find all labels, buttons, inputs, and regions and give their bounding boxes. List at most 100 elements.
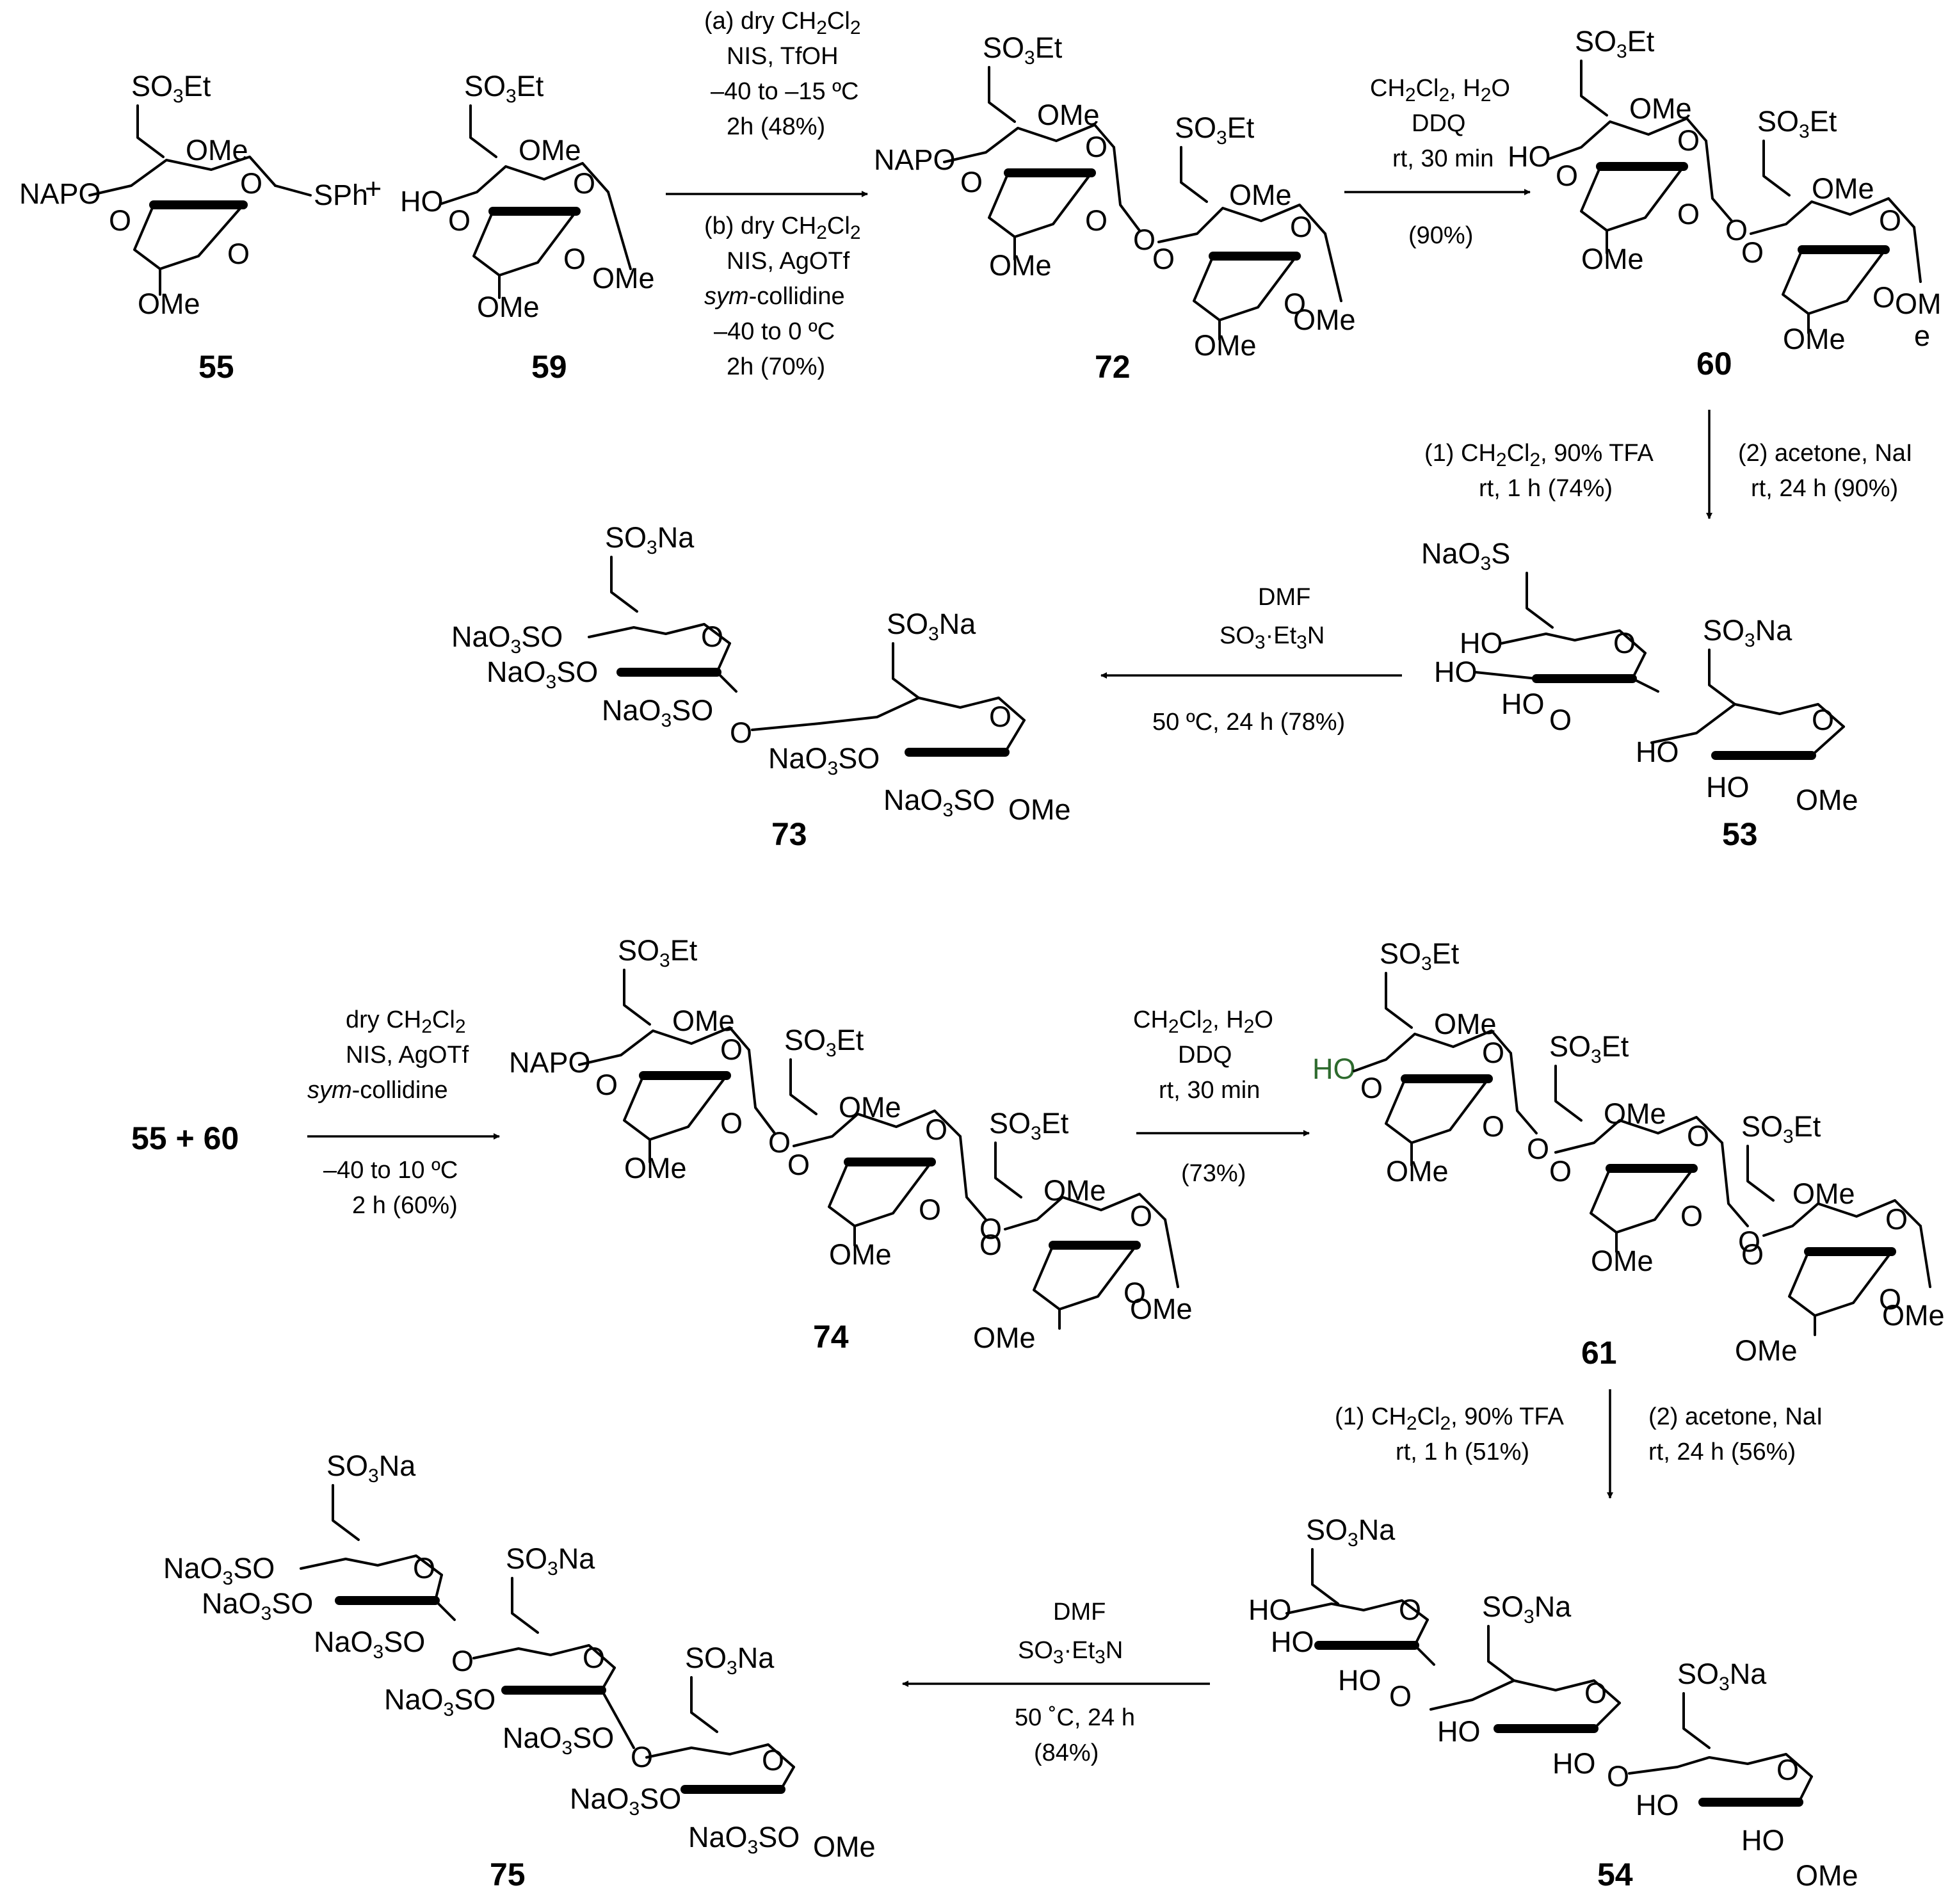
svg-text:OMe: OMe	[989, 249, 1052, 282]
svg-text:HO: HO	[1636, 1789, 1679, 1821]
svg-text:NaO3SO: NaO3SO	[883, 784, 995, 821]
label-75: 75	[490, 1857, 526, 1892]
svg-text:OMe: OMe	[592, 262, 655, 294]
svg-text:(73%): (73%)	[1181, 1160, 1246, 1187]
svg-text:O: O	[1085, 204, 1107, 237]
svg-text:OMe: OMe	[1735, 1334, 1798, 1367]
svg-text:OMe: OMe	[973, 1321, 1036, 1354]
svg-text:SO3Et: SO3Et	[1549, 1030, 1629, 1067]
svg-text:OMe: OMe	[1812, 172, 1874, 205]
svg-text:O: O	[563, 243, 586, 275]
svg-text:NaO3SO: NaO3SO	[451, 620, 563, 658]
svg-text:O: O	[595, 1069, 618, 1101]
svg-text:O: O	[1741, 236, 1764, 269]
svg-text:(b) dry CH2Cl2: (b) dry CH2Cl2	[704, 213, 861, 243]
svg-text:O: O	[768, 1126, 791, 1159]
svg-text:O: O	[701, 620, 723, 653]
svg-text:O: O	[1885, 1203, 1908, 1236]
svg-text:O: O	[1879, 1283, 1901, 1316]
svg-text:SO3Et: SO3Et	[983, 31, 1063, 69]
step-glycosylation-1: (a) dry CH2Cl2 NIS, TfOH –40 to –15 ºC 2…	[666, 8, 868, 380]
svg-text:NaO3SO: NaO3SO	[384, 1683, 495, 1720]
svg-text:O: O	[960, 166, 983, 198]
svg-text:(2) acetone, NaI: (2) acetone, NaI	[1738, 440, 1912, 467]
svg-text:O: O	[1776, 1754, 1799, 1786]
svg-text:O: O	[1677, 198, 1700, 230]
svg-text:HO: HO	[1248, 1593, 1292, 1626]
svg-text:NaO3S: NaO3S	[1421, 537, 1510, 574]
svg-text:CH2Cl2, H2O: CH2Cl2, H2O	[1370, 75, 1510, 106]
svg-text:HO: HO	[1271, 1626, 1314, 1658]
svg-text:SO3Et: SO3Et	[464, 70, 544, 107]
svg-text:SO3Et: SO3Et	[784, 1024, 864, 1061]
svg-text:O: O	[573, 167, 595, 200]
svg-text:e: e	[1914, 319, 1930, 352]
svg-text:NAPO: NAPO	[874, 143, 956, 176]
svg-text:50 ˚C, 24 h: 50 ˚C, 24 h	[1015, 1704, 1135, 1731]
svg-text:NaO3SO: NaO3SO	[487, 656, 598, 693]
svg-text:HO: HO	[1741, 1824, 1785, 1857]
svg-text:O: O	[1482, 1037, 1504, 1069]
svg-text:HO: HO	[1437, 1715, 1481, 1748]
step-glycosylation-2: dry CH2Cl2 NIS, AgOTf sym-collidine –40 …	[307, 1006, 500, 1219]
svg-text:SO3Et: SO3Et	[618, 934, 698, 971]
compound-60: SO3Et OMe HO O O O OMe O SO3Et OMe O O O…	[1508, 25, 1942, 382]
svg-text:HO: HO	[1508, 140, 1551, 173]
svg-text:O: O	[720, 1033, 743, 1066]
svg-text:O: O	[1872, 281, 1895, 314]
svg-text:O: O	[1741, 1238, 1764, 1271]
compound-59: SO3Et OMe HO O O O OMe OMe 59	[400, 70, 655, 385]
svg-text:DDQ: DDQ	[1412, 110, 1465, 137]
svg-text:OMe: OMe	[624, 1152, 687, 1184]
svg-text:OMe: OMe	[1130, 1293, 1193, 1325]
svg-text:2 h (60%): 2 h (60%)	[352, 1192, 458, 1219]
svg-text:2h (70%): 2h (70%)	[727, 353, 825, 380]
svg-text:NAPO: NAPO	[509, 1046, 591, 1079]
svg-text:O: O	[451, 1645, 474, 1677]
svg-text:NIS, TfOH: NIS, TfOH	[727, 43, 839, 70]
svg-text:OMe: OMe	[1229, 179, 1292, 211]
label-59: 59	[531, 349, 567, 385]
svg-text:O: O	[1123, 1277, 1146, 1309]
svg-text:O: O	[979, 1213, 1002, 1245]
svg-text:O: O	[1085, 131, 1107, 163]
svg-text:CH2Cl2, H2O: CH2Cl2, H2O	[1133, 1006, 1273, 1037]
svg-text:SO3Na: SO3Na	[605, 521, 695, 558]
svg-text:HO: HO	[1706, 771, 1750, 803]
svg-text:O: O	[1556, 159, 1578, 192]
svg-text:SO3Et: SO3Et	[1380, 937, 1460, 974]
svg-text:O: O	[1613, 627, 1636, 659]
svg-text:(a) dry CH2Cl2: (a) dry CH2Cl2	[704, 8, 861, 38]
svg-text:NIS, AgOTf: NIS, AgOTf	[346, 1042, 469, 1069]
step-ddq-1: CH2Cl2, H2O DDQ rt, 30 min (90%)	[1344, 75, 1531, 249]
svg-text:O: O	[1677, 124, 1700, 157]
svg-text:SO3·Et3N: SO3·Et3N	[1018, 1637, 1123, 1668]
label-73: 73	[771, 816, 807, 852]
step-deprotection-1: (1) CH2Cl2, 90% TFA rt, 1 h (74%) (2) ac…	[1424, 410, 1912, 519]
svg-text:O: O	[1360, 1072, 1383, 1104]
svg-text:sym-collidine: sym-collidine	[704, 283, 845, 310]
svg-text:O: O	[1399, 1593, 1421, 1626]
svg-text:O: O	[109, 204, 131, 237]
svg-text:OMe: OMe	[1386, 1155, 1449, 1188]
svg-text:O: O	[1389, 1680, 1412, 1713]
svg-text:SO3Et: SO3Et	[1575, 25, 1655, 62]
svg-text:O: O	[1130, 1200, 1152, 1232]
svg-text:(1) CH2Cl2, 90% TFA: (1) CH2Cl2, 90% TFA	[1335, 1403, 1565, 1434]
plus-sign: +	[365, 172, 382, 205]
ho-label: HO	[400, 185, 444, 218]
svg-text:SO3Na: SO3Na	[326, 1449, 416, 1487]
svg-text:SO3Et: SO3Et	[1757, 105, 1837, 142]
svg-text:O: O	[1725, 214, 1748, 246]
svg-text:–40 to 0 ºC: –40 to 0 ºC	[714, 318, 835, 345]
svg-text:rt, 24 h (56%): rt, 24 h (56%)	[1648, 1439, 1796, 1465]
compound-72: SO3Et OMe NAPO O O O OMe O SO3Et OMe O O…	[874, 31, 1356, 385]
svg-text:O: O	[1879, 204, 1901, 237]
svg-text:(2) acetone, NaI: (2) acetone, NaI	[1648, 1403, 1823, 1430]
ho-highlighted: HO	[1312, 1053, 1356, 1085]
svg-text:O: O	[730, 716, 752, 749]
svg-text:O: O	[1482, 1110, 1504, 1143]
svg-text:O: O	[1152, 243, 1175, 275]
svg-text:SO3Na: SO3Na	[1306, 1513, 1396, 1551]
svg-text:NaO3SO: NaO3SO	[202, 1587, 313, 1624]
